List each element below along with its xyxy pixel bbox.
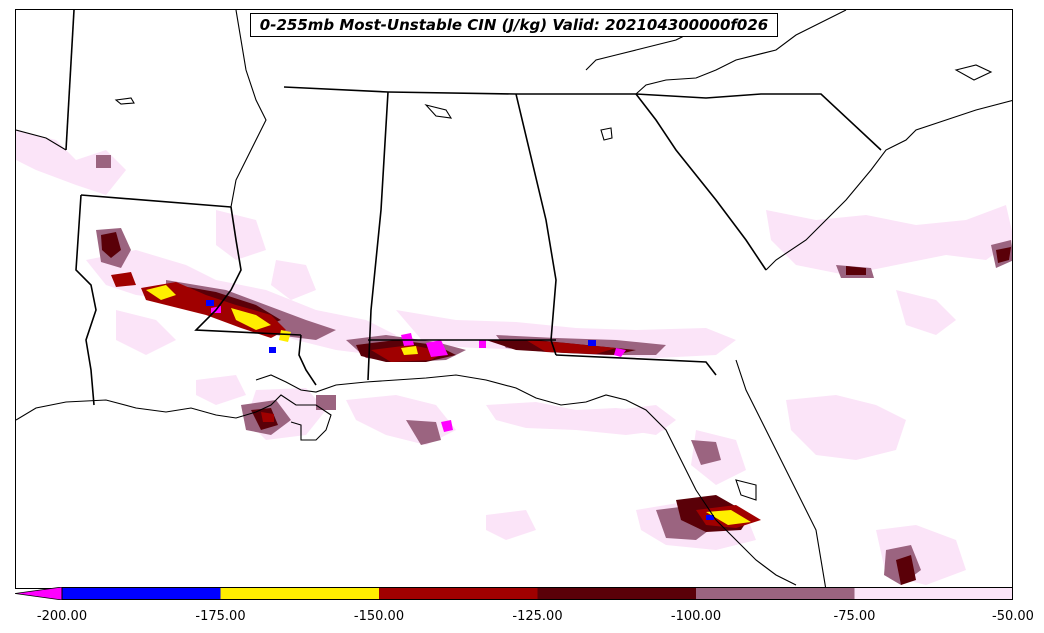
colorbar-tick-label: -175.00 xyxy=(195,609,246,624)
colorbar xyxy=(15,587,1013,600)
cin-map xyxy=(16,10,1012,588)
cin-shading-blue xyxy=(206,300,714,520)
map-panel xyxy=(15,9,1013,589)
colorbar-bin-6 xyxy=(854,587,1013,600)
colorbar-extend-arrow xyxy=(15,587,63,600)
map-title: 0-255mb Most-Unstable CIN (J/kg) Valid: … xyxy=(250,13,778,37)
colorbar-tick-label: -50.00 xyxy=(992,609,1034,624)
colorbar-tick-label: -200.00 xyxy=(36,609,88,624)
colorbar-tick-label: -75.00 xyxy=(833,609,876,624)
coastline xyxy=(16,10,1012,588)
colorbar-bin-3 xyxy=(379,587,538,600)
colorbar-bin-2 xyxy=(220,587,379,600)
colorbar-bin-4 xyxy=(537,587,696,600)
cin-shading-yellow xyxy=(146,285,751,525)
colorbar-tick-label: -100.00 xyxy=(670,609,722,624)
cin-shading-light xyxy=(16,130,1012,585)
colorbar-tick-label: -150.00 xyxy=(353,609,405,624)
colorbar-bin-1 xyxy=(62,587,221,600)
state-border-lines xyxy=(65,10,882,406)
colorbar-tick-label: -125.00 xyxy=(512,609,563,624)
colorbar-bin-5 xyxy=(696,587,855,600)
colorbar-outline xyxy=(61,587,1013,600)
